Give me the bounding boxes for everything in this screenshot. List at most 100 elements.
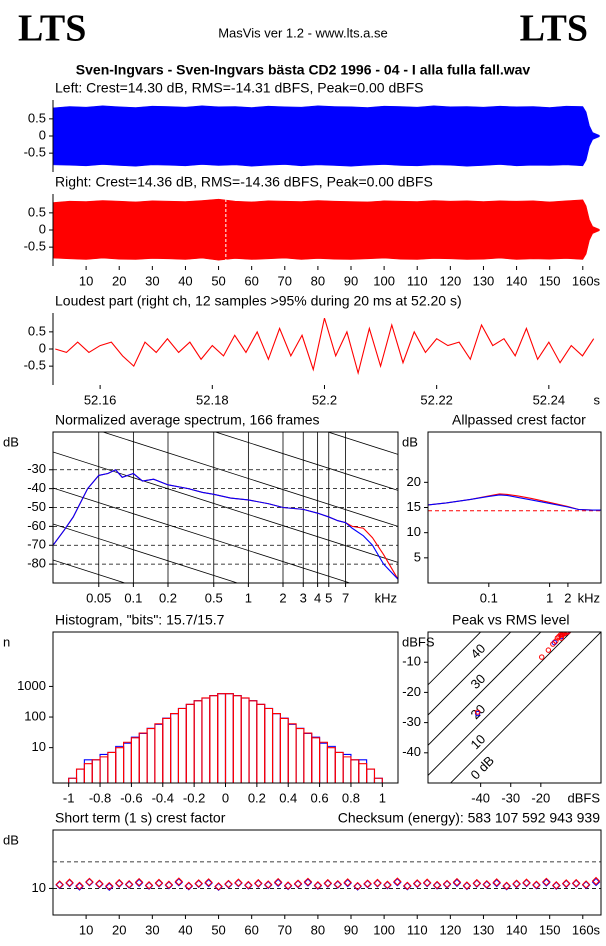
point bbox=[293, 879, 303, 888]
x-tick-label: 80 bbox=[311, 922, 325, 937]
point bbox=[413, 879, 422, 888]
x-tick-label: 140 bbox=[506, 922, 528, 937]
point bbox=[353, 881, 362, 891]
slope-line bbox=[326, 432, 398, 455]
point bbox=[343, 878, 352, 887]
y-tick-label: 20 bbox=[407, 474, 421, 489]
point bbox=[234, 878, 243, 887]
x-tick-label: 52.2 bbox=[312, 392, 337, 407]
point bbox=[313, 881, 323, 890]
panel: Loudest part (right ch, 12 samples >95% … bbox=[24, 293, 601, 407]
y-tick-label: -20 bbox=[402, 684, 421, 699]
histogram-bin bbox=[373, 777, 383, 783]
x-tick-label: -20 bbox=[531, 790, 550, 805]
x-tick-label: 120 bbox=[439, 922, 461, 937]
x-tick-label: 0.4 bbox=[279, 790, 297, 805]
point bbox=[403, 881, 412, 890]
slope-line bbox=[53, 523, 239, 583]
x-tick-label: 50 bbox=[211, 922, 225, 937]
x-tick-label: 130 bbox=[473, 273, 495, 288]
x-tick-label: 0.1 bbox=[480, 590, 498, 605]
point bbox=[273, 877, 283, 887]
panel-title: Right: Crest=14.36 dB, RMS=-14.36 dBFS, … bbox=[55, 174, 433, 190]
y-tick-label: 0 bbox=[39, 221, 46, 236]
x-tick-label: 130 bbox=[473, 922, 495, 937]
app-name: MasVis ver 1.2 - www.lts.a.se bbox=[218, 25, 388, 40]
x-tick-label: 70 bbox=[278, 273, 292, 288]
x-tick-label: 20 bbox=[112, 922, 126, 937]
x-tick-label: 2 bbox=[279, 590, 286, 605]
point bbox=[75, 881, 84, 890]
x-tick-label: 30 bbox=[145, 273, 159, 288]
point bbox=[492, 878, 501, 887]
x-tick-label: -40 bbox=[471, 790, 490, 805]
y-tick-label: 1000 bbox=[17, 678, 46, 693]
point bbox=[373, 878, 382, 888]
point bbox=[545, 647, 552, 653]
point bbox=[542, 878, 551, 887]
y-tick-label: 10 bbox=[32, 739, 46, 754]
point bbox=[204, 878, 213, 887]
x-tick-label: 80 bbox=[311, 273, 325, 288]
y-tick-label: -40 bbox=[27, 480, 46, 495]
point bbox=[522, 878, 531, 887]
x-tick-label: 0.6 bbox=[311, 790, 329, 805]
plot-area bbox=[53, 432, 398, 583]
x-unit: s bbox=[594, 273, 601, 288]
panel: Short term (1 s) crest factor Checksum (e… bbox=[3, 810, 602, 937]
point bbox=[363, 879, 372, 888]
x-tick-label: 0.2 bbox=[159, 590, 177, 605]
slope-line bbox=[214, 432, 398, 491]
point bbox=[303, 877, 313, 887]
x-tick-label: 40 bbox=[178, 922, 192, 937]
point bbox=[393, 877, 402, 886]
x-tick-label: 100 bbox=[373, 273, 395, 288]
x-tick-label: 4 bbox=[314, 590, 321, 605]
panel-title: Peak vs RMS level bbox=[452, 612, 569, 628]
x-tick-label: 140 bbox=[506, 273, 528, 288]
x-tick-label: 52.18 bbox=[196, 392, 229, 407]
point bbox=[591, 876, 601, 886]
y-tick-label: -30 bbox=[402, 714, 421, 729]
plot-area bbox=[53, 861, 601, 892]
x-tick-label: 52.16 bbox=[84, 392, 117, 407]
panel: Histogram, "bits": 15.7/15.7n101001000-1… bbox=[3, 612, 399, 805]
point bbox=[95, 879, 104, 888]
logo-left: LTS bbox=[18, 8, 86, 50]
x-tick-label: 30 bbox=[145, 922, 159, 937]
point bbox=[55, 880, 64, 889]
point bbox=[532, 880, 541, 889]
x-tick-label: -0.2 bbox=[183, 790, 205, 805]
checksum: Checksum (energy): 583 107 592 943 939 bbox=[338, 810, 600, 826]
point bbox=[562, 879, 571, 888]
y-tick-label: 0.5 bbox=[28, 204, 46, 219]
x-tick-label: -1 bbox=[63, 790, 75, 805]
point bbox=[539, 654, 545, 660]
point bbox=[174, 877, 184, 886]
x-tick-label: 150 bbox=[539, 273, 561, 288]
x-tick-label: 10 bbox=[79, 922, 93, 937]
x-tick-label: 70 bbox=[278, 922, 292, 937]
point bbox=[204, 878, 213, 888]
point bbox=[462, 881, 472, 890]
point bbox=[134, 878, 144, 888]
logo-right: LTS bbox=[520, 8, 588, 50]
point bbox=[474, 709, 481, 715]
point bbox=[581, 880, 591, 889]
point bbox=[144, 881, 154, 890]
x-tick-label: 7 bbox=[342, 590, 349, 605]
plot-area bbox=[53, 194, 600, 266]
y-axis-label: n bbox=[3, 634, 10, 649]
crest-line bbox=[428, 632, 482, 686]
point bbox=[542, 877, 551, 887]
x-tick-label: 1 bbox=[245, 590, 252, 605]
slope-line bbox=[53, 559, 127, 583]
x-tick-label: 0 bbox=[222, 790, 229, 805]
crest-line bbox=[428, 632, 512, 716]
point bbox=[134, 877, 144, 887]
plot-area bbox=[68, 693, 383, 783]
x-tick-label: 90 bbox=[344, 922, 358, 937]
point bbox=[383, 880, 392, 889]
point bbox=[512, 879, 521, 888]
